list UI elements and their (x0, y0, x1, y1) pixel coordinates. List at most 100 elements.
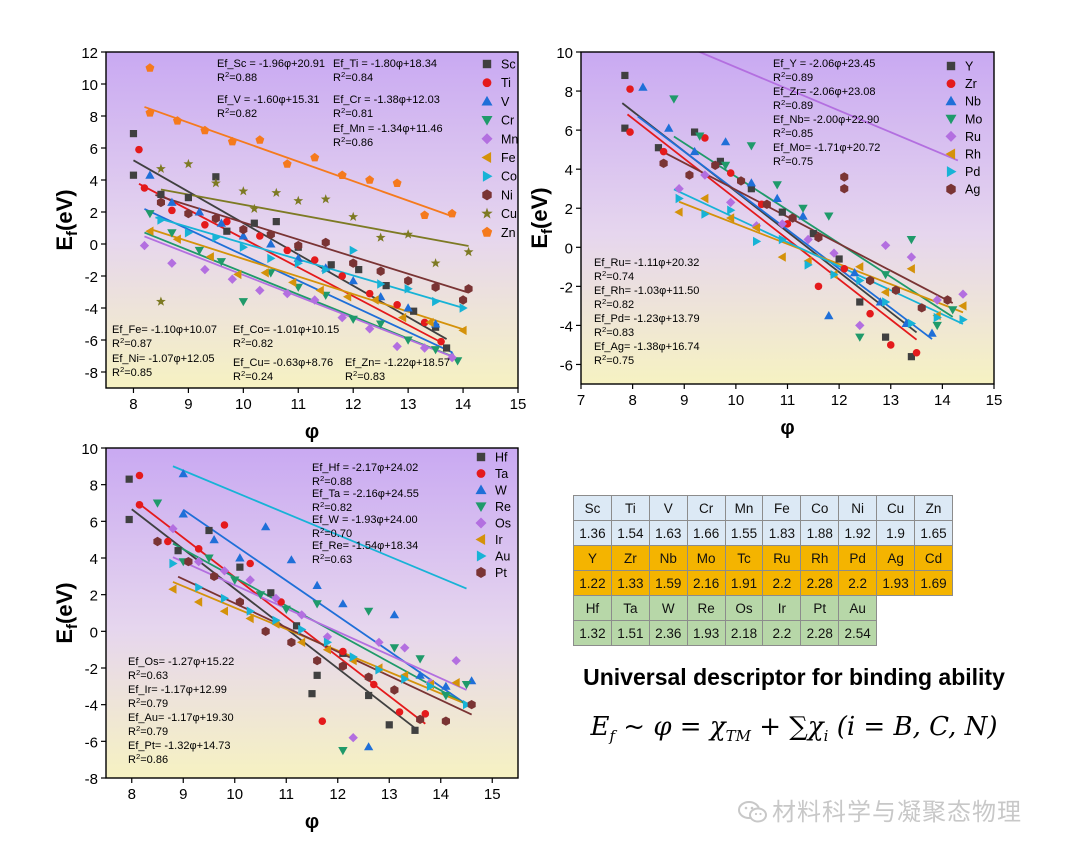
data-point-mo (948, 306, 958, 315)
data-point-cu (156, 163, 166, 173)
legend-label-au: Au (495, 550, 510, 564)
wechat-logo-icon (738, 801, 767, 823)
legend-marker-sc (482, 59, 492, 69)
legend-marker-cr (481, 116, 493, 126)
fit-r-squared: R2=0.63 (312, 552, 352, 566)
y-tick-label: -8 (85, 771, 98, 788)
data-point-sc (442, 344, 451, 352)
data-point-zr (886, 341, 895, 349)
legend-marker-ta (476, 469, 486, 478)
data-point-v (194, 207, 205, 216)
data-point-ag (788, 213, 797, 223)
fit-equation: Ef_Zn= -1.22φ+18.57 (345, 357, 450, 369)
data-point-hf (125, 515, 133, 524)
data-point-sc (250, 219, 258, 227)
data-point-pt (441, 716, 450, 726)
formula-rhs: + ∑χ (750, 712, 824, 742)
data-point-nb (824, 311, 834, 320)
data-point-w (338, 599, 348, 608)
data-point-y (621, 71, 629, 80)
legend-marker-zn (481, 226, 493, 237)
element-symbol-cell: Tc (724, 545, 764, 571)
descriptor-value-cell: 1.36 (573, 520, 612, 546)
data-point-au (401, 674, 410, 684)
descriptor-value-cell: 2.28 (800, 620, 840, 646)
legend-marker-pt (476, 567, 486, 578)
data-point-w (312, 580, 322, 589)
fit-equation: Ef_Cr = -1.38φ+12.03 (333, 94, 440, 106)
chart-4d-metals: 7 8 9 10 11 12 13 14 15 -6 -4 -2 0 2 4 6 8 10 φ Ef(eV) Y Zr Nb… (527, 45, 1003, 439)
fit-r-squared: R2=0.86 (333, 135, 373, 149)
data-point-co (157, 215, 166, 225)
data-point-co (212, 232, 221, 243)
data-point-y (654, 144, 663, 152)
data-point-zn (173, 116, 182, 125)
data-point-pd (882, 297, 891, 307)
descriptor-value-cell: 2.54 (838, 620, 878, 646)
fit-r-squared: R2=0.85 (773, 126, 813, 140)
data-point-ti (338, 272, 346, 280)
legend-label-cu: Cu (501, 207, 517, 221)
y-axis-label: Ef(eV) (52, 582, 81, 643)
x-tick-label: 10 (235, 396, 252, 413)
data-point-ti (420, 318, 429, 327)
y-tick-label: -6 (560, 357, 573, 374)
x-tick-label: 15 (986, 392, 1003, 409)
element-symbol-cell: Ag (876, 545, 916, 571)
x-tick-label: 14 (432, 786, 449, 803)
data-point-ir (168, 584, 177, 594)
legend-label-y: Y (965, 60, 974, 74)
fit-line-ag (663, 151, 954, 304)
data-point-ag (943, 295, 952, 305)
data-point-v (348, 276, 358, 285)
element-symbol-cell: V (648, 495, 688, 521)
legend-marker-mo (945, 114, 957, 125)
data-point-os (219, 566, 230, 576)
data-point-cr (430, 346, 441, 355)
data-point-ag (814, 232, 823, 243)
data-point-ru (880, 240, 891, 250)
data-point-y (809, 230, 817, 238)
data-point-w (209, 535, 219, 544)
data-point-y (621, 124, 629, 132)
data-point-w (364, 742, 374, 751)
data-point-w (441, 681, 451, 690)
plot-area (621, 52, 968, 361)
element-symbol-cell: Au (838, 595, 878, 621)
data-point-y (856, 298, 864, 306)
data-point-cu (156, 296, 166, 306)
data-point-co (404, 284, 413, 294)
legend-marker-hf (476, 452, 486, 462)
data-point-pt (210, 571, 219, 581)
data-point-re (389, 644, 400, 653)
legend-marker-y (946, 61, 956, 71)
y-tick-label: 0 (565, 240, 573, 257)
fit-equation: Ef_Y = -2.06φ+23.45 (773, 58, 875, 70)
data-point-ti (223, 217, 231, 226)
descriptor-value-cell: 1.51 (610, 620, 650, 646)
data-point-ti (393, 301, 401, 309)
legend-marker-ni (482, 189, 492, 201)
data-point-ag (840, 184, 849, 194)
data-point-fe (260, 268, 269, 278)
element-symbol-cell: Rh (800, 545, 840, 571)
data-point-ta (194, 545, 203, 553)
data-point-pd (959, 314, 968, 325)
legend-label-ti: Ti (501, 76, 511, 90)
legend-label-ag: Ag (965, 183, 980, 197)
fit-equation: Ef_Nb= -2.00φ+22.90 (773, 114, 879, 126)
data-point-co (349, 245, 358, 256)
legend-label-os: Os (495, 517, 511, 531)
data-point-co (322, 264, 331, 275)
data-point-zr (726, 169, 735, 177)
y-tick-label: 0 (90, 624, 98, 641)
data-point-ta (246, 559, 254, 568)
descriptor-value-cell: 1.69 (914, 570, 953, 596)
x-tick-label: 12 (345, 396, 362, 413)
data-point-ag (659, 158, 668, 168)
data-point-zr (626, 128, 634, 136)
data-point-au (426, 681, 436, 691)
data-point-pt (235, 597, 244, 607)
fit-r-squared: R2=0.24 (233, 369, 273, 383)
fit-r-squared: R2=0.74 (594, 269, 634, 283)
